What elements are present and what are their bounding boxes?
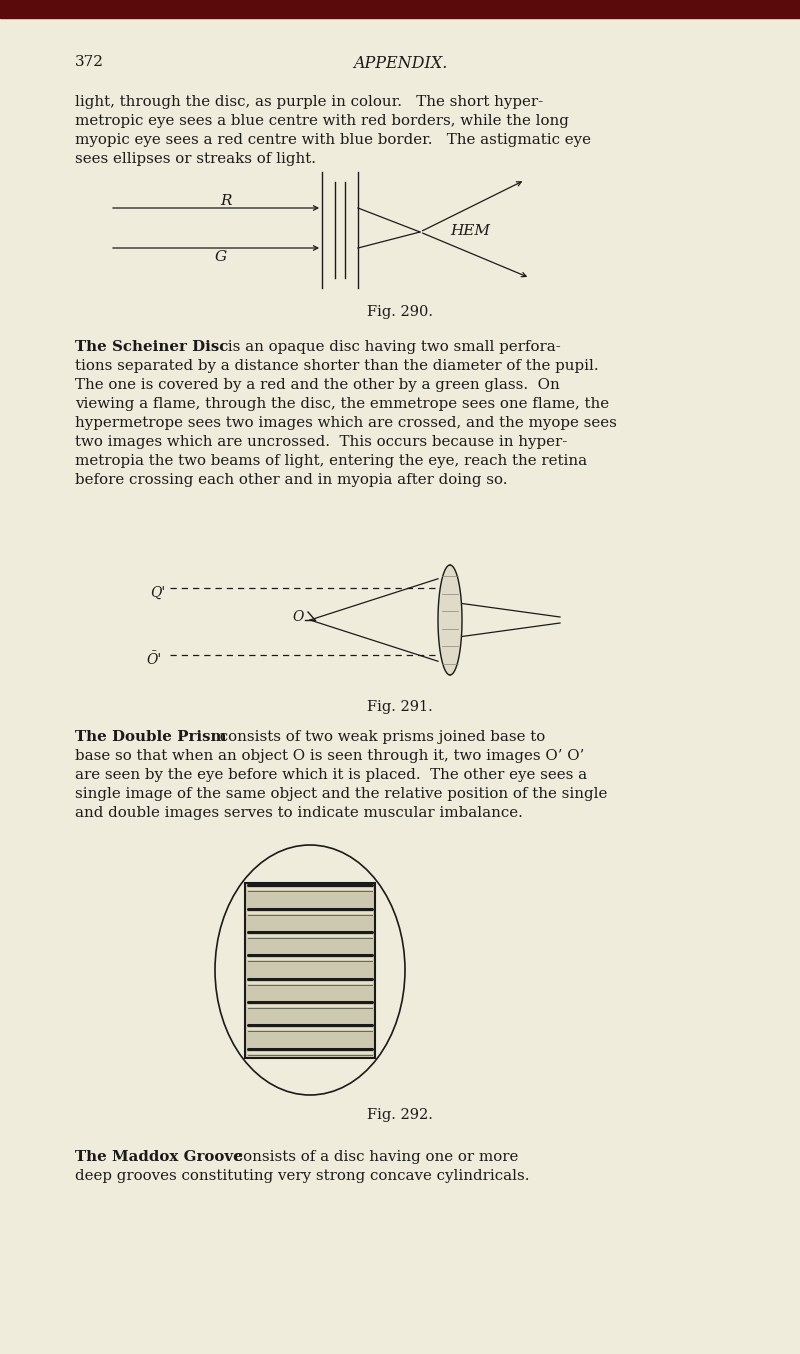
Text: consists of two weak prisms joined base to: consists of two weak prisms joined base … <box>215 730 546 743</box>
Text: tions separated by a distance shorter than the diameter of the pupil.: tions separated by a distance shorter th… <box>75 359 598 372</box>
Text: Fig. 291.: Fig. 291. <box>367 700 433 714</box>
Text: metropic eye sees a blue centre with red borders, while the long: metropic eye sees a blue centre with red… <box>75 114 569 129</box>
Text: O: O <box>292 611 303 624</box>
Text: are seen by the eye before which it is placed.  The other eye sees a: are seen by the eye before which it is p… <box>75 768 587 783</box>
Bar <box>245 883 375 1057</box>
Text: The one is covered by a red and the other by a green glass.  On: The one is covered by a red and the othe… <box>75 378 560 393</box>
Text: deep grooves constituting very strong concave cylindricals.: deep grooves constituting very strong co… <box>75 1169 530 1183</box>
Text: sees ellipses or streaks of light.: sees ellipses or streaks of light. <box>75 152 316 167</box>
Text: base so that when an object O is seen through it, two images O’ O’: base so that when an object O is seen th… <box>75 749 584 764</box>
Text: Fig. 292.: Fig. 292. <box>367 1108 433 1122</box>
Text: before crossing each other and in myopia after doing so.: before crossing each other and in myopia… <box>75 473 507 487</box>
Text: single image of the same object and the relative position of the single: single image of the same object and the … <box>75 787 607 802</box>
Text: The Double Prism: The Double Prism <box>75 730 226 743</box>
Text: 372: 372 <box>75 56 104 69</box>
Text: hypermetrope sees two images which are crossed, and the myope sees: hypermetrope sees two images which are c… <box>75 416 617 431</box>
Bar <box>245 883 375 1057</box>
Text: consists of a disc having one or more: consists of a disc having one or more <box>230 1150 518 1164</box>
Text: Q': Q' <box>150 586 165 600</box>
Text: HEM: HEM <box>450 223 490 238</box>
Text: Fig. 290.: Fig. 290. <box>367 305 433 320</box>
Text: APPENDIX.: APPENDIX. <box>353 56 447 72</box>
Text: The Maddox Groove: The Maddox Groove <box>75 1150 242 1164</box>
Text: metropia the two beams of light, entering the eye, reach the retina: metropia the two beams of light, enterin… <box>75 454 587 468</box>
Text: G: G <box>215 250 227 264</box>
Text: myopic eye sees a red centre with blue border.   The astigmatic eye: myopic eye sees a red centre with blue b… <box>75 133 591 148</box>
Polygon shape <box>438 565 462 676</box>
Text: R: R <box>220 194 231 209</box>
Text: is an opaque disc having two small perfora-: is an opaque disc having two small perfo… <box>223 340 561 353</box>
Text: viewing a flame, through the disc, the emmetrope sees one flame, the: viewing a flame, through the disc, the e… <box>75 397 609 412</box>
Text: Ō': Ō' <box>146 653 162 668</box>
Text: The Scheiner Disc: The Scheiner Disc <box>75 340 228 353</box>
Text: two images which are uncrossed.  This occurs because in hyper-: two images which are uncrossed. This occ… <box>75 435 567 450</box>
Text: light, through the disc, as purple in colour.   The short hyper-: light, through the disc, as purple in co… <box>75 95 543 110</box>
Bar <box>0 0 800 18</box>
Text: and double images serves to indicate muscular imbalance.: and double images serves to indicate mus… <box>75 806 523 821</box>
